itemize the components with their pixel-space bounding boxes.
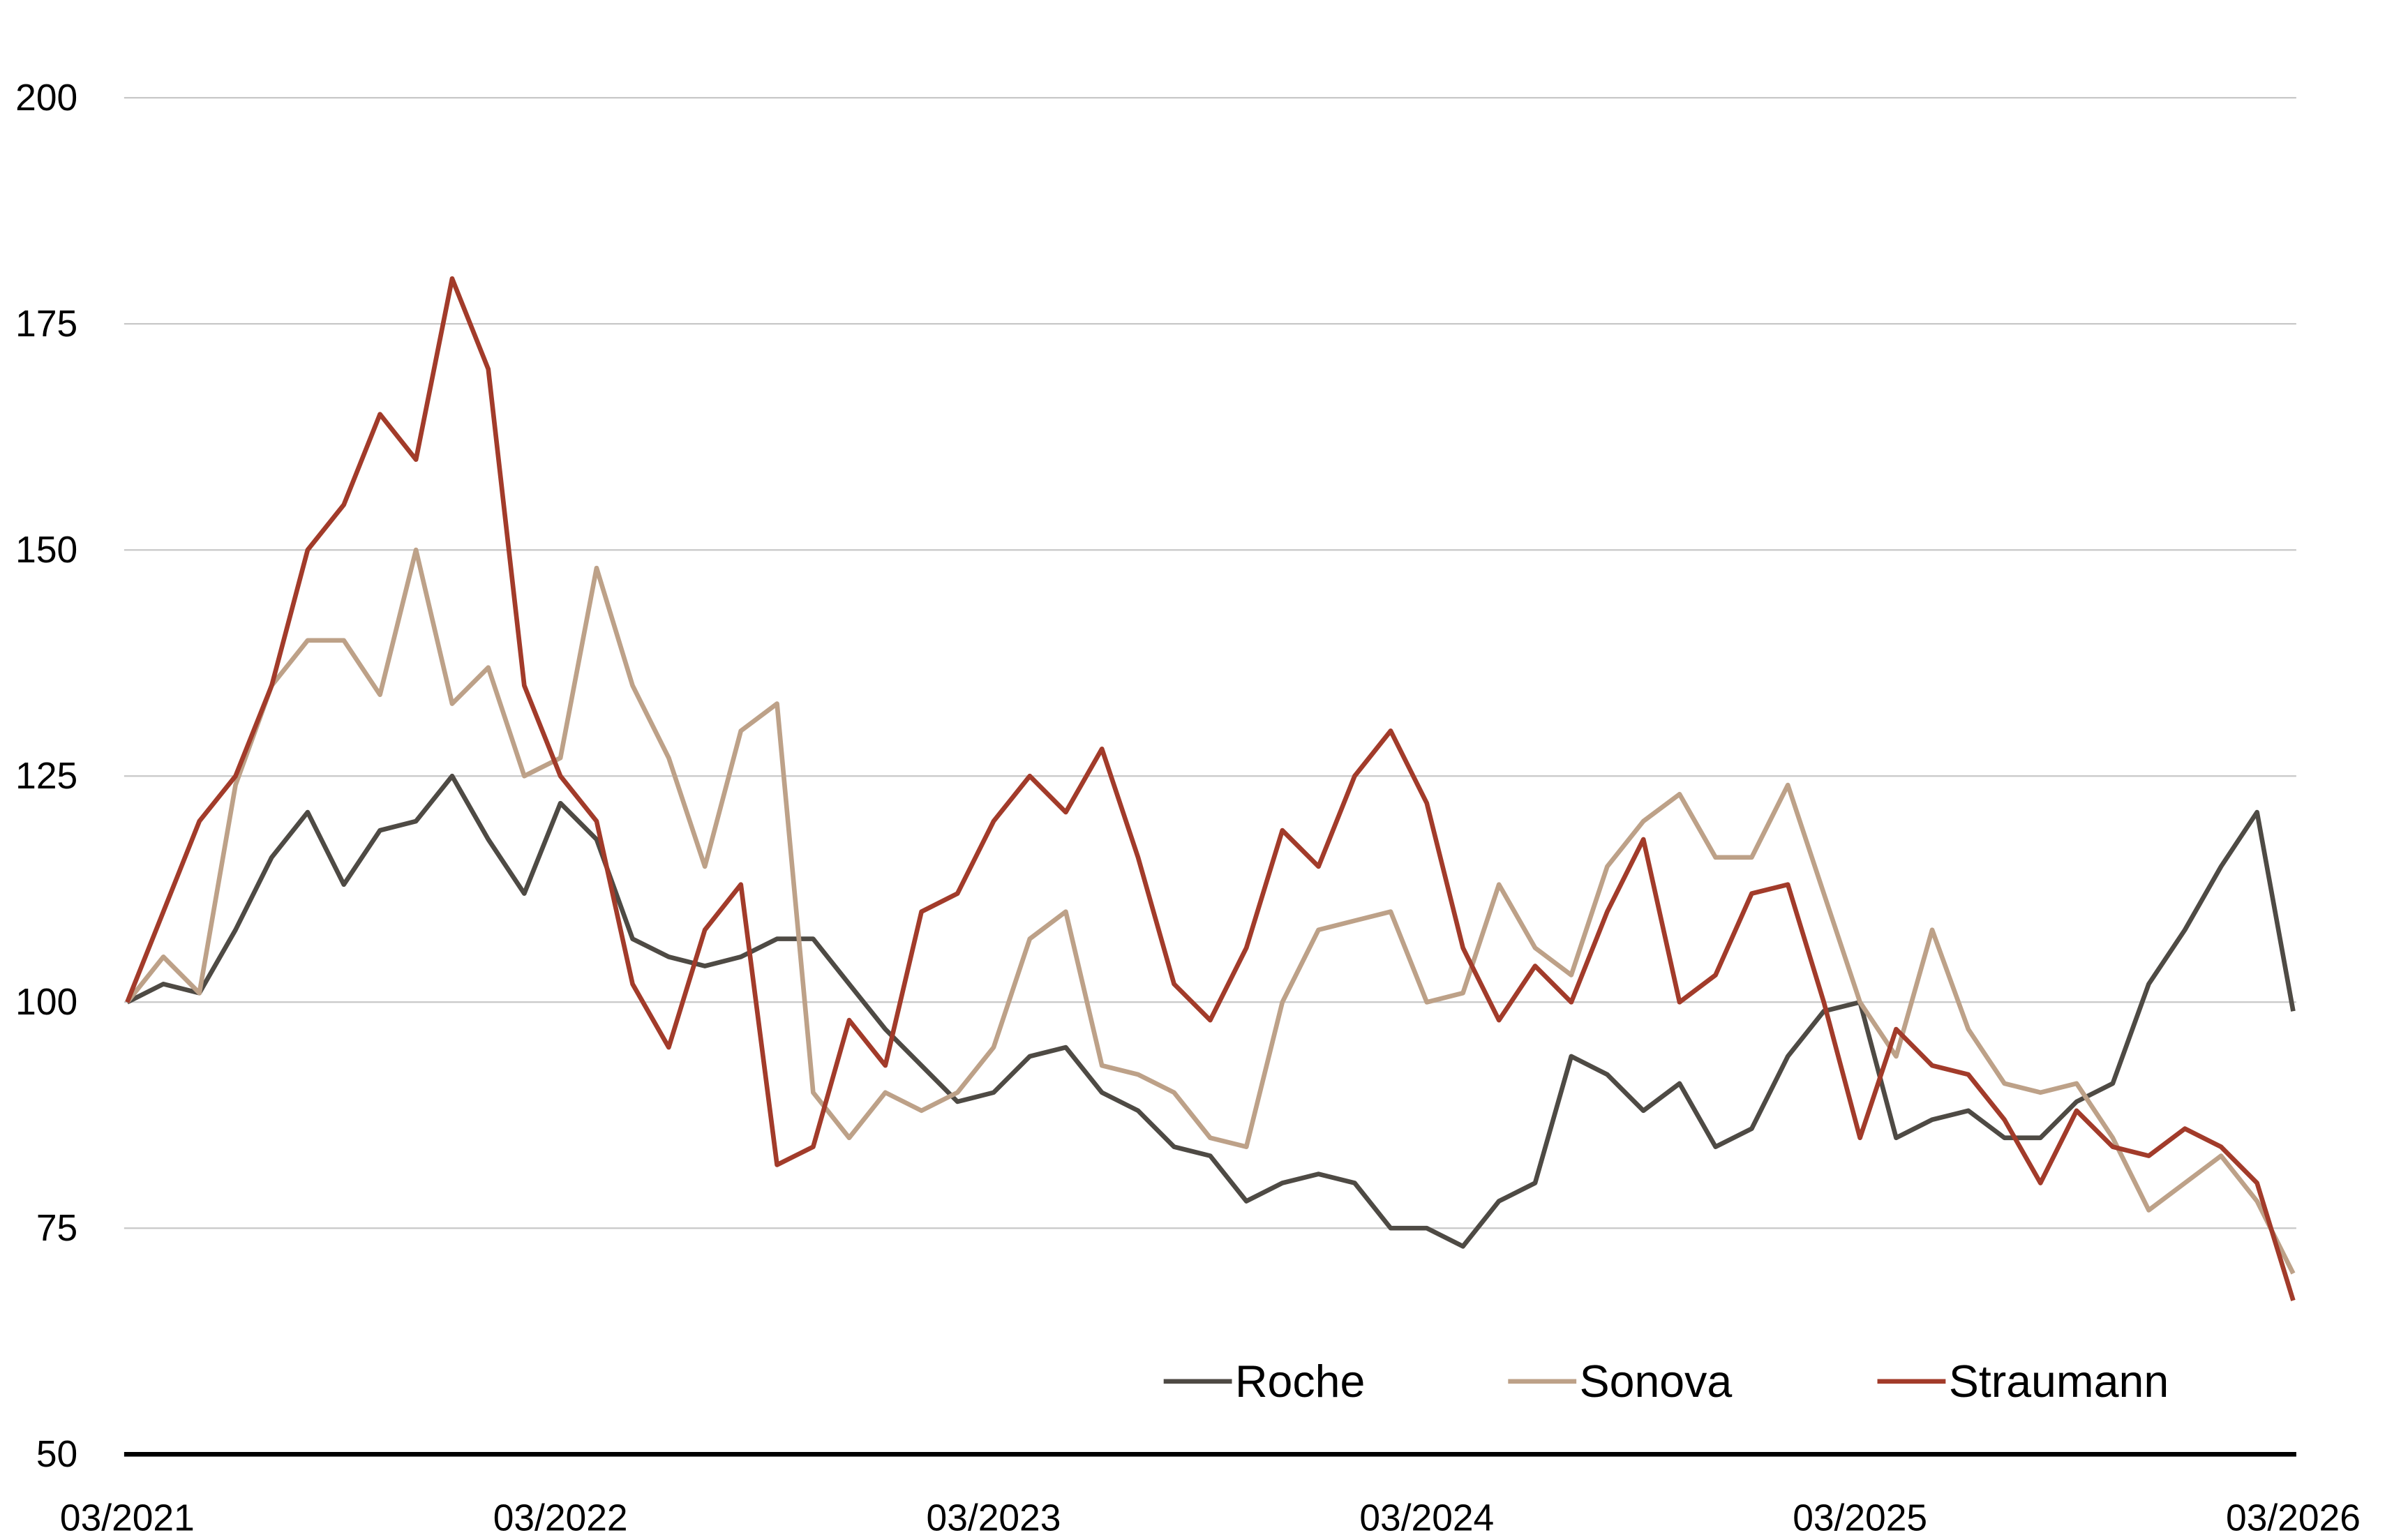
x-tick-label: 03/2022 (493, 1497, 628, 1535)
legend-label-straumann: Straumann (1949, 1356, 2169, 1407)
y-axis-ticks: 50 75 100 125 150 175 200 (15, 77, 77, 1475)
series-line-straumann (125, 276, 2296, 1301)
x-tick-label: 03/2026 (2226, 1497, 2361, 1535)
series-lines (125, 276, 2296, 1301)
x-tick-label: 03/2021 (60, 1497, 195, 1535)
series-line-sonova (125, 547, 2296, 1275)
legend-label-roche: Roche (1235, 1356, 1365, 1407)
y-tick-label: 175 (15, 304, 77, 345)
y-tick-label: 125 (15, 756, 77, 797)
y-tick-label: 50 (36, 1434, 77, 1475)
y-tick-label: 100 (15, 982, 77, 1023)
x-tick-label: 03/2025 (1793, 1497, 1927, 1535)
x-axis-ticks: 03/2021 03/2022 03/2023 03/2024 03/2025 03/20… (60, 1497, 2361, 1535)
x-tick-label: 03/2023 (927, 1497, 1061, 1535)
legend-label-sonova: Sonova (1580, 1356, 1733, 1407)
y-tick-label: 200 (15, 77, 77, 119)
legend: Roche Sonova Straumann (1163, 1356, 2169, 1407)
series-line-roche (126, 773, 2296, 1249)
y-tick-label: 150 (15, 530, 77, 571)
x-tick-label: 03/2024 (1359, 1497, 1494, 1535)
y-tick-label: 75 (36, 1208, 77, 1249)
gridlines (124, 97, 2296, 1229)
